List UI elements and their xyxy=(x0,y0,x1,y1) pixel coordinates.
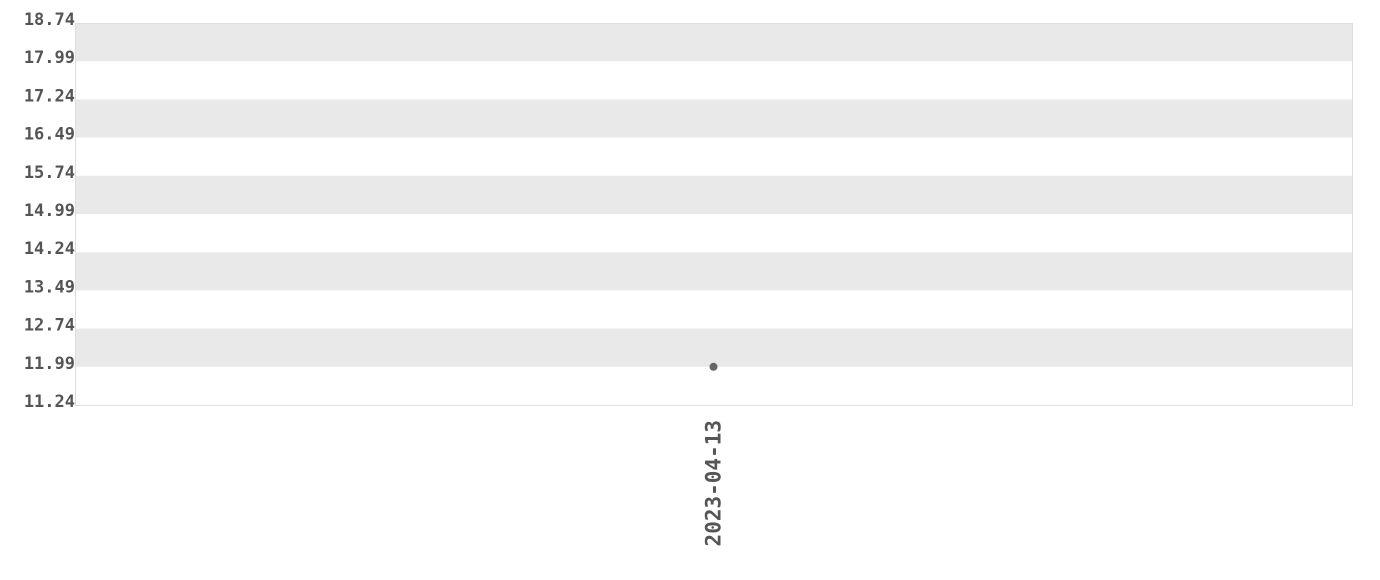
y-tick-label: 14.24 xyxy=(24,239,75,259)
y-tick-label: 17.24 xyxy=(24,86,75,106)
x-tick-label: 2023-04-13 xyxy=(702,420,726,546)
grid-band xyxy=(75,328,1352,367)
data-point xyxy=(709,362,718,371)
grid-band xyxy=(75,99,1352,138)
y-tick-label: 17.99 xyxy=(24,48,75,68)
y-tick-label: 14.99 xyxy=(24,201,75,221)
y-tick-label: 12.74 xyxy=(24,316,75,336)
y-tick-label: 15.74 xyxy=(24,163,75,183)
y-tick-label: 16.49 xyxy=(24,125,75,145)
grid-band xyxy=(75,23,1352,62)
y-tick-label: 11.99 xyxy=(24,354,75,374)
grid-band xyxy=(75,175,1352,214)
plot-border xyxy=(75,23,1353,406)
grid-band xyxy=(75,252,1352,291)
y-tick-label: 13.49 xyxy=(24,277,75,297)
y-tick-label: 11.24 xyxy=(24,392,75,412)
y-tick-label: 18.74 xyxy=(24,10,75,30)
